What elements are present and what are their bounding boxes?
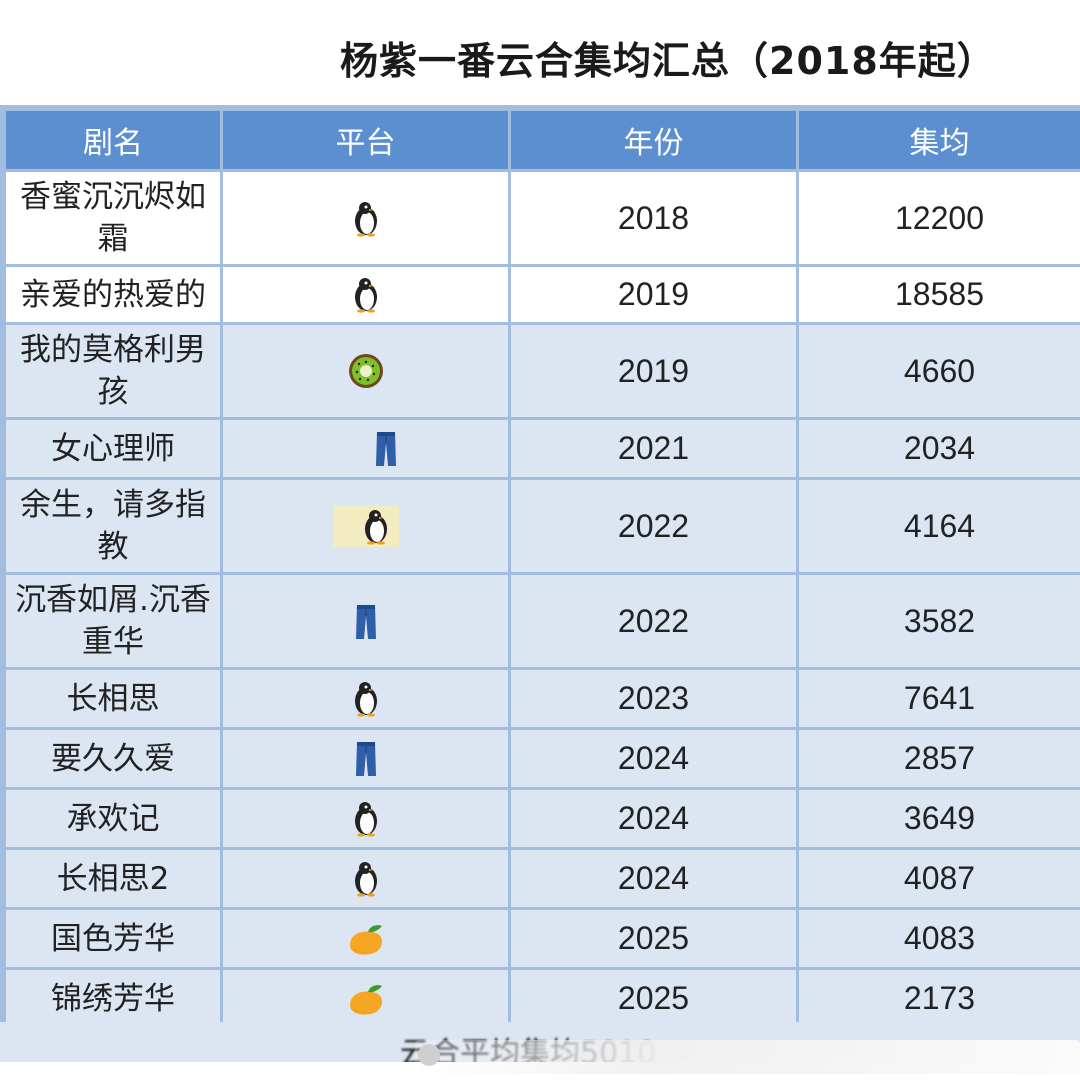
header-platform: 平台 [220, 108, 511, 172]
year-cell: 2019 [508, 264, 799, 325]
kiwi-icon [347, 352, 385, 390]
year-cell: 2021 [508, 417, 799, 480]
penguin-icon [353, 681, 379, 717]
average-cell: 4164 [796, 477, 1080, 575]
header-name: 剧名 [3, 108, 223, 172]
platform-cell [220, 169, 511, 267]
table-row: 锦绣芳华 2025 2173 [3, 967, 1080, 1030]
table-row: 承欢记 2024 3649 [3, 787, 1080, 850]
platform-cell [220, 322, 511, 420]
drama-name: 承欢记 [3, 787, 223, 850]
drama-name: 锦绣芳华 [3, 967, 223, 1030]
table-row: 长相思 2023 7641 [3, 667, 1080, 730]
penguin-icon [353, 201, 379, 237]
table-row: 亲爱的热爱的 2019 18585 [3, 264, 1080, 325]
year-cell: 2023 [508, 667, 799, 730]
drama-name: 我的莫格利男孩 [3, 322, 223, 420]
mango-icon [346, 923, 386, 957]
table-row: 香蜜沉沉烬如霜 2018 12200 [3, 169, 1080, 267]
platform-cell [220, 667, 511, 730]
average-cell: 4087 [796, 847, 1080, 910]
table-row: 沉香如屑.沉香重华 2022 3582 [3, 572, 1080, 670]
platform-cell [220, 264, 511, 325]
year-cell: 2018 [508, 169, 799, 267]
table-header-row: 剧名 平台 年份 集均 [3, 108, 1080, 172]
penguin-icon [353, 801, 379, 837]
average-cell: 3649 [796, 787, 1080, 850]
year-cell: 2025 [508, 907, 799, 970]
table-row: 余生，请多指教 2022 4164 [3, 477, 1080, 575]
platform-cell [220, 847, 511, 910]
year-cell: 2024 [508, 847, 799, 910]
average-cell: 12200 [796, 169, 1080, 267]
platform-cell [220, 572, 511, 670]
platform-cell [220, 477, 511, 575]
drama-name: 要久久爱 [3, 727, 223, 790]
year-cell: 2022 [508, 572, 799, 670]
header-average: 集均 [796, 108, 1080, 172]
average-cell: 4083 [796, 907, 1080, 970]
table-row: 我的莫格利男孩 2019 4660 [3, 322, 1080, 420]
mango-icon [346, 983, 386, 1017]
header-year: 年份 [508, 108, 799, 172]
drama-name: 国色芳华 [3, 907, 223, 970]
average-cell: 7641 [796, 667, 1080, 730]
penguin-icon [363, 509, 389, 545]
penguin-icon [353, 277, 379, 313]
platform-cell [220, 727, 511, 790]
drama-name: 女心理师 [3, 417, 223, 480]
summary-table: 剧名 平台 年份 集均 香蜜沉沉烬如霜 2018 12200 亲爱的热爱的 20… [0, 105, 1080, 1060]
platform-cell [220, 417, 511, 480]
penguin-icon [353, 861, 379, 897]
year-cell: 2024 [508, 787, 799, 850]
year-cell: 2019 [508, 322, 799, 420]
watermark-overlay [415, 1040, 1080, 1074]
jeans-icon [375, 431, 397, 467]
drama-name: 长相思2 [3, 847, 223, 910]
highlight-box [332, 505, 399, 547]
average-cell: 2034 [796, 417, 1080, 480]
table-row: 长相思2 2024 4087 [3, 847, 1080, 910]
drama-name: 香蜜沉沉烬如霜 [3, 169, 223, 267]
drama-name: 沉香如屑.沉香重华 [3, 572, 223, 670]
platform-cell [220, 787, 511, 850]
year-cell: 2025 [508, 967, 799, 1030]
average-cell: 18585 [796, 264, 1080, 325]
page-title: 杨紫一番云合集均汇总（2018年起） [340, 39, 996, 83]
drama-name: 余生，请多指教 [3, 477, 223, 575]
average-cell: 4660 [796, 322, 1080, 420]
drama-name: 长相思 [3, 667, 223, 730]
watermark-logo-icon [418, 1044, 440, 1066]
platform-cell [220, 967, 511, 1030]
average-cell: 3582 [796, 572, 1080, 670]
jeans-icon [355, 741, 377, 777]
jeans-icon [355, 604, 377, 640]
platform-cell [220, 907, 511, 970]
table-row: 女心理师 2021 2034 [3, 417, 1080, 480]
table-row: 要久久爱 2024 2857 [3, 727, 1080, 790]
average-cell: 2173 [796, 967, 1080, 1030]
table-row: 国色芳华 2025 4083 [3, 907, 1080, 970]
year-cell: 2022 [508, 477, 799, 575]
year-cell: 2024 [508, 727, 799, 790]
drama-name: 亲爱的热爱的 [3, 264, 223, 325]
average-cell: 2857 [796, 727, 1080, 790]
